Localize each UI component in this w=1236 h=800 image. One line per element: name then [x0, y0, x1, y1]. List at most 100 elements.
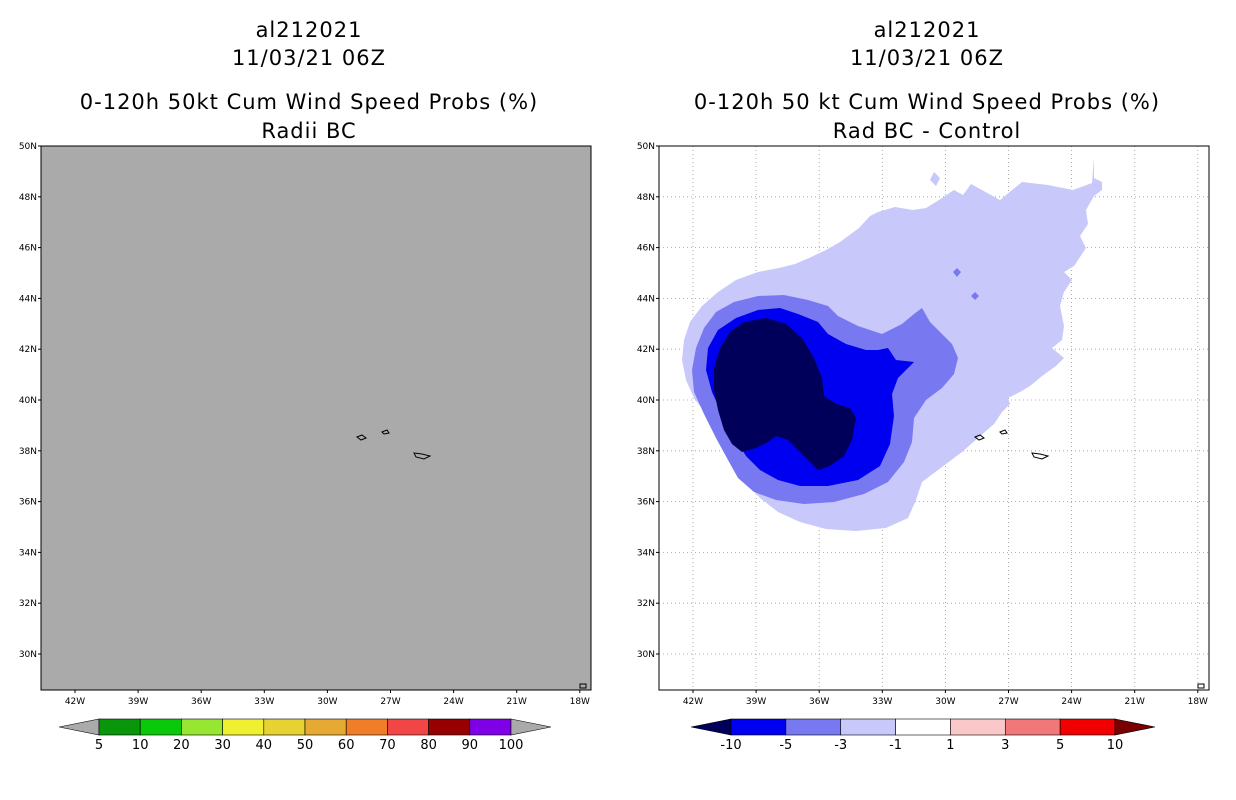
colorbar-label: 20 — [173, 738, 190, 753]
left-map-svg: 50N 48N 46N 44N 42N 40N 38N 36N 34N 32N 30N 42W 39W 3… — [19, 142, 592, 753]
colorbar-swatch — [1059, 718, 1116, 736]
colorbar-label: 40 — [256, 738, 273, 753]
subtitle: Radii BC — [261, 119, 357, 143]
colorbar-swatch — [895, 718, 951, 736]
colorbar-swatch — [222, 718, 265, 736]
lat-label: 32N — [637, 599, 655, 609]
colorbar-swatch — [469, 718, 512, 736]
lat-label: 40N — [637, 396, 655, 406]
lat-label: 36N — [19, 498, 37, 508]
lon-label: 42W — [65, 697, 85, 707]
colorbar-label: 5 — [1056, 738, 1064, 753]
lat-label: 48N — [19, 193, 37, 203]
colorbar-swatch — [98, 718, 141, 736]
lon-label: 21W — [507, 697, 527, 707]
lat-label: 42N — [637, 345, 655, 355]
lat-label: 46N — [19, 244, 37, 254]
lon-label: 39W — [128, 697, 148, 707]
colorbar-swatch — [785, 718, 842, 736]
colorbar-swatch — [950, 718, 1006, 736]
colorbar-low-end — [690, 718, 732, 736]
lat-label: 46N — [637, 244, 655, 254]
colorbar-low-end — [58, 718, 100, 736]
axis-ticks: 50N 48N 46N 44N 42N 40N 38N 36N 34N 32N 30N 42W 39W 3… — [637, 142, 1208, 707]
colorbar-label: 3 — [1001, 738, 1009, 753]
lat-label: 44N — [637, 294, 655, 304]
colorbar-label: 5 — [95, 738, 103, 753]
map-frame — [40, 145, 592, 691]
shade-below-minus-10 — [714, 318, 856, 470]
axis-ticks: 50N 48N 46N 44N 42N 40N 38N 36N 34N 32N 30N 42W 39W 3… — [19, 142, 590, 707]
colorbar-label: 10 — [1107, 738, 1124, 753]
colorbar-swatch — [428, 718, 471, 736]
datetime-title: 11/03/21 06Z — [231, 46, 387, 70]
shade-blob — [971, 292, 979, 300]
colorbar-label: 30 — [214, 738, 231, 753]
colorbar-high-end — [510, 718, 552, 736]
lon-label: 18W — [570, 697, 590, 707]
lon-label: 27W — [998, 697, 1018, 707]
lon-label: 30W — [317, 697, 337, 707]
storm-id-title: al212021 — [255, 18, 363, 42]
lat-label: 48N — [637, 193, 655, 203]
lon-label: 30W — [935, 697, 955, 707]
colorbar-label: 90 — [462, 738, 479, 753]
lat-label: 42N — [19, 345, 37, 355]
lat-label: 34N — [637, 548, 655, 558]
colorbar-swatch — [139, 718, 182, 736]
colorbar-label: -1 — [889, 738, 902, 753]
lat-label: 44N — [19, 294, 37, 304]
lon-label: 24W — [443, 697, 463, 707]
right-map-svg: 50N 48N 46N 44N 42N 40N 38N 36N 34N 32N 30N 42W 39W 3… — [637, 142, 1210, 753]
left-map-panel: al212021 11/03/21 06Z 0-120h 50kt Cum Wi… — [19, 18, 592, 753]
colorbar-swatch — [263, 718, 306, 736]
lon-label: 33W — [254, 697, 274, 707]
product-title: 0-120h 50kt Cum Wind Speed Probs (%) — [79, 90, 539, 114]
colorbar-swatch — [181, 718, 223, 736]
colorbar-swatch — [730, 718, 787, 736]
product-title: 0-120h 50 kt Cum Wind Speed Probs (%) — [693, 90, 1161, 114]
colorbar-swatch — [840, 718, 896, 736]
lat-label: 30N — [637, 650, 655, 660]
colorbar-label: 80 — [420, 738, 437, 753]
probability-field — [41, 146, 591, 690]
colorbar-label: 70 — [379, 738, 396, 753]
storm-id-title: al212021 — [873, 18, 981, 42]
colorbar-swatch — [304, 718, 347, 736]
lon-label: 42W — [683, 697, 703, 707]
colorbar: 5 10 20 30 40 50 60 70 80 90 100 — [58, 718, 552, 753]
colorbar: -10 -5 -3 -1 1 3 5 10 — [690, 718, 1156, 753]
map-frame — [658, 145, 1210, 691]
lat-label: 36N — [637, 498, 655, 508]
lon-label: 36W — [191, 697, 211, 707]
colorbar-label: -10 — [720, 738, 741, 753]
colorbar-label: 60 — [338, 738, 355, 753]
colorbar-label: 50 — [297, 738, 314, 753]
colorbar-swatch — [387, 718, 429, 736]
colorbar-label: 10 — [132, 738, 149, 753]
lon-label: 36W — [809, 697, 829, 707]
shade-blob — [953, 268, 961, 277]
lon-label: 18W — [1188, 697, 1208, 707]
colorbar-label: -3 — [834, 738, 847, 753]
lat-label: 38N — [637, 447, 655, 457]
lat-label: 40N — [19, 396, 37, 406]
lon-label: 39W — [746, 697, 766, 707]
datetime-title: 11/03/21 06Z — [849, 46, 1005, 70]
lat-label: 38N — [19, 447, 37, 457]
azores-islands — [355, 429, 587, 689]
colorbar-label: -5 — [779, 738, 792, 753]
colorbar-label: 100 — [499, 738, 524, 753]
lat-label: 30N — [19, 650, 37, 660]
colorbar-high-end — [1114, 718, 1156, 736]
lat-label: 34N — [19, 548, 37, 558]
azores-islands — [973, 429, 1205, 689]
lon-label: 24W — [1061, 697, 1081, 707]
lat-label: 50N — [637, 142, 655, 152]
lat-label: 32N — [19, 599, 37, 609]
lon-label: 27W — [380, 697, 400, 707]
lon-label: 21W — [1125, 697, 1145, 707]
right-map-panel: al212021 11/03/21 06Z 0-120h 50 kt Cum W… — [618, 0, 1236, 800]
colorbar-label: 1 — [946, 738, 954, 753]
subtitle: Rad BC - Control — [832, 119, 1022, 143]
